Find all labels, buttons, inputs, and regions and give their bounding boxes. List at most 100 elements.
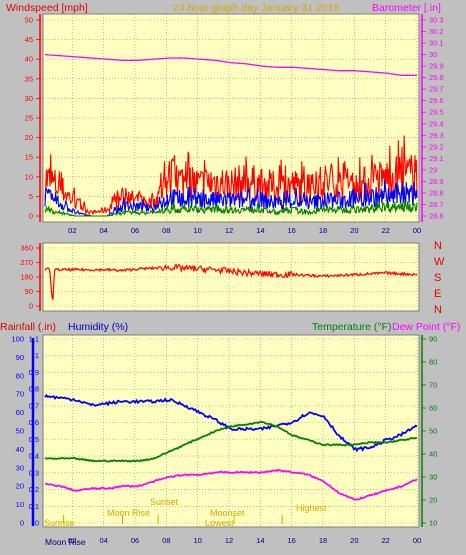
wind-direction-line [44,263,418,300]
event-label-moonset: Moonset [210,508,245,518]
dewpoint-axis-label: Dew Point (°F) [392,321,461,333]
tick-label-direction: 180 [20,273,33,282]
tick-label-wind: 30 [25,94,33,103]
event-label-highest: Highest [296,503,327,513]
tick-label-hour: 04 [99,226,107,235]
wind-average-line [44,200,418,217]
temperature-line [44,420,418,463]
event-label-sunset: Sunset [150,497,179,507]
humidity-axis-label: Humidity (%) [68,321,129,333]
tick-label-direction: 270 [20,258,33,267]
tick-label-barometer: 29.4 [429,119,444,128]
tick-label-wind: 0 [29,212,33,221]
tick-label-barometer: 30.2 [429,27,444,36]
tick-label-humidity: 10 [16,500,24,509]
tick-label-hour: 18 [319,226,327,235]
tick-label-humidity: 100 [11,335,24,344]
tick-label-humidity: 0 [20,519,24,528]
direction-s: S [434,272,442,284]
tick-label-wind: 40 [25,55,33,64]
tick-label-humidity: 60 [16,408,24,417]
tick-label-barometer: 29.7 [429,85,444,94]
tick-label-barometer: 30 [429,50,437,59]
event-label-sunrise: Sunrise [44,518,75,528]
tick-label-barometer: 29.5 [429,108,444,117]
tick-label-hour: 20 [350,536,358,545]
chart-title: 24 hour graph day January 31 2016 [173,2,340,14]
tick-label-rainfall: 0 [35,519,39,528]
tick-label-humidity: 40 [16,445,24,454]
tick-label-barometer: 28.6 [429,212,444,221]
windspeed-line [44,135,418,216]
tick-label-wind: 35 [25,74,33,83]
tick-label-barometer: 30.1 [429,39,444,48]
rainfall-axis-label: Rainfall (.in) [0,321,57,333]
tick-label-wind: 10 [25,172,33,181]
temperature-axis-label: Temperature (°F) [312,321,392,333]
barometer-axis-label: Barometer [.in] [372,2,441,14]
tick-label-temperature: 60 [429,404,437,413]
tick-label-hour: 02 [68,536,76,545]
tick-label-barometer: 29.6 [429,96,444,105]
event-label-moonrise: Moon Rise [107,508,151,518]
tick-label-hour: 14 [256,536,264,545]
tick-label-humidity: 30 [16,463,24,472]
tick-label-wind: 25 [25,114,33,123]
tick-label-temperature: 90 [429,335,437,344]
tick-label-hour: 08 [162,536,170,545]
tick-label-barometer: 30.3 [429,16,444,25]
tick-label-barometer: 28.7 [429,200,444,209]
tick-label-humidity: 50 [16,427,24,436]
tick-label-hour: 10 [193,536,201,545]
tick-label-barometer: 29 [429,165,437,174]
tick-label-barometer: 29.3 [429,131,444,140]
tick-label-humidity: 70 [16,390,24,399]
event-label-lowest: Lowest [205,518,234,528]
tick-label-hour: 06 [131,226,139,235]
tick-label-hour: 00 [413,536,421,545]
tick-label-hour: 20 [350,226,358,235]
tick-label-hour: 18 [319,536,327,545]
tick-label-temperature: 20 [429,496,437,505]
tick-label-hour: 04 [99,536,107,545]
tick-label-wind: 50 [25,16,33,25]
tick-label-hour: 02 [68,226,76,235]
tick-label-barometer: 29.9 [429,62,444,71]
tick-label-hour: 10 [193,226,201,235]
tick-label-wind: 5 [29,192,33,201]
tick-label-hour: 12 [225,226,233,235]
tick-label-hour: 22 [381,536,389,545]
tick-label-rainfall: 1 [35,351,39,360]
tick-label-temperature: 30 [429,473,437,482]
tick-label-barometer: 28.9 [429,177,444,186]
tick-label-humidity: 80 [16,371,24,380]
humidity-temperature-panel [42,334,420,528]
tick-label-barometer: 29.2 [429,142,444,151]
direction-n-bottom: N [434,304,442,316]
tick-label-hour: 16 [287,226,295,235]
tick-label-humidity: 90 [16,353,24,362]
tick-label-direction: 0 [29,302,33,311]
tick-label-temperature: 40 [429,450,437,459]
tick-label-hour: 16 [287,536,295,545]
direction-e: E [434,288,442,300]
windspeed-axis-label: Windspeed [mph] [6,2,88,14]
tick-label-barometer: 29.8 [429,73,444,82]
tick-label-temperature: 70 [429,381,437,390]
direction-n-top: N [434,240,442,252]
direction-w: W [434,256,445,268]
tick-label-temperature: 50 [429,427,437,436]
tick-label-hour: 08 [162,226,170,235]
tick-label-temperature: 10 [429,519,437,528]
tick-label-hour: 06 [131,536,139,545]
humidity-line [44,393,418,453]
tick-label-barometer: 28.8 [429,188,444,197]
tick-label-wind: 15 [25,153,33,162]
tick-label-hour: 22 [381,226,389,235]
barometer-line [44,53,417,76]
tick-label-humidity: 20 [16,482,24,491]
wind-direction-panel [42,242,420,312]
tick-label-direction: 360 [20,244,33,253]
dewpoint-line [44,468,418,501]
